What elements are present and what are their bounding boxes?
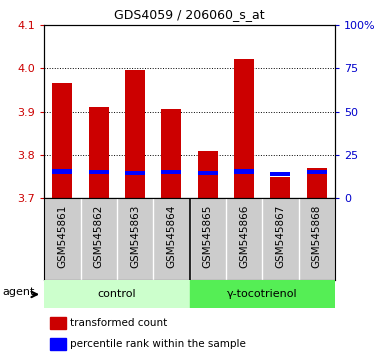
Bar — [89, 107, 109, 198]
Bar — [234, 59, 254, 198]
Bar — [234, 169, 254, 173]
Bar — [52, 169, 72, 173]
Text: GSM545868: GSM545868 — [312, 205, 322, 268]
Bar — [52, 83, 72, 198]
Bar — [161, 170, 181, 175]
Bar — [198, 171, 218, 175]
Bar — [307, 168, 327, 198]
Bar — [50, 316, 66, 329]
FancyBboxPatch shape — [44, 280, 190, 308]
Text: GSM545866: GSM545866 — [239, 205, 249, 268]
Bar — [270, 172, 290, 176]
Text: GSM545867: GSM545867 — [275, 205, 285, 268]
Bar — [161, 109, 181, 198]
Bar — [89, 170, 109, 175]
Title: GDS4059 / 206060_s_at: GDS4059 / 206060_s_at — [114, 8, 265, 21]
Bar — [307, 170, 327, 175]
Bar — [125, 171, 145, 175]
Text: transformed count: transformed count — [70, 318, 168, 327]
Bar — [50, 338, 66, 350]
Text: GSM545864: GSM545864 — [166, 205, 176, 268]
Bar — [198, 150, 218, 198]
Text: agent: agent — [2, 287, 35, 297]
Text: GSM545861: GSM545861 — [57, 205, 67, 268]
Bar — [125, 70, 145, 198]
FancyBboxPatch shape — [190, 280, 335, 308]
Text: control: control — [98, 289, 136, 299]
Text: GSM545863: GSM545863 — [130, 205, 140, 268]
Text: γ-tocotrienol: γ-tocotrienol — [227, 289, 298, 299]
Text: GSM545862: GSM545862 — [94, 205, 104, 268]
Text: GSM545865: GSM545865 — [203, 205, 213, 268]
Bar — [270, 177, 290, 198]
Text: percentile rank within the sample: percentile rank within the sample — [70, 339, 246, 349]
